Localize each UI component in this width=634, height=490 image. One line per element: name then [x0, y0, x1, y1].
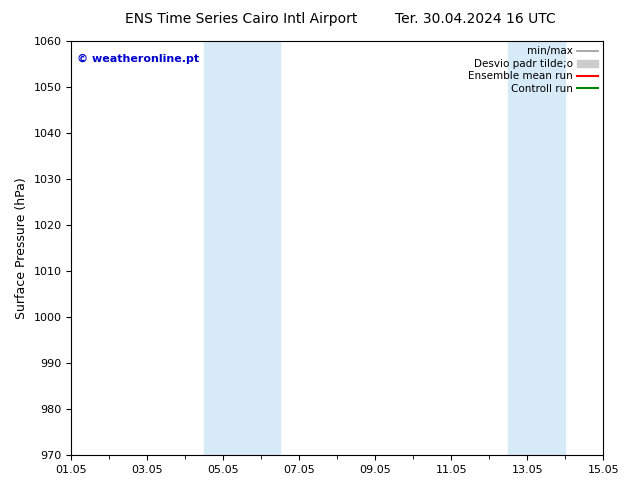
Legend: min/max, Desvio padr tilde;o, Ensemble mean run, Controll run: min/max, Desvio padr tilde;o, Ensemble m… [469, 46, 598, 94]
Bar [508, 41, 565, 455]
Text: © weatheronline.pt: © weatheronline.pt [77, 53, 199, 64]
Bar [204, 41, 280, 455]
Y-axis label: Surface Pressure (hPa): Surface Pressure (hPa) [15, 177, 28, 319]
Text: ENS Time Series Cairo Intl Airport: ENS Time Series Cairo Intl Airport [125, 12, 357, 26]
Title: ENS Time Series Cairo Intl Airport    Ter. 30.04.2024 16 UTC: ENS Time Series Cairo Intl Airport Ter. … [0, 489, 1, 490]
Text: Ter. 30.04.2024 16 UTC: Ter. 30.04.2024 16 UTC [395, 12, 556, 26]
